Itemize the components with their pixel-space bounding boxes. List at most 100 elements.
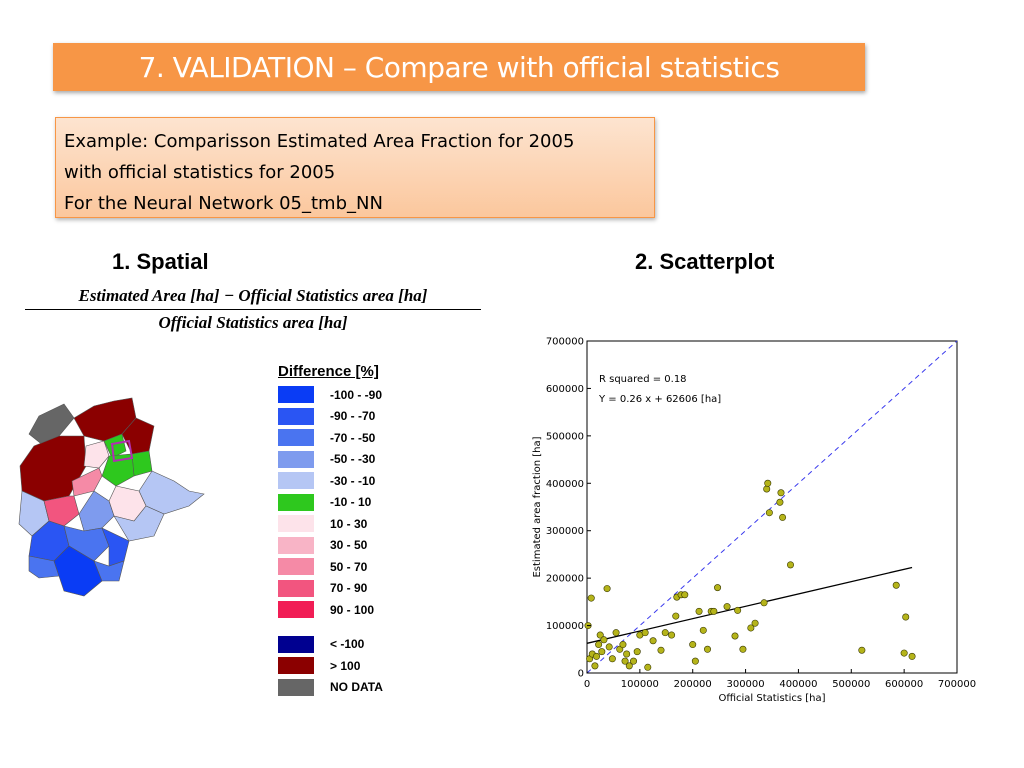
data-point <box>704 645 712 653</box>
data-point <box>908 652 916 660</box>
example-line: with official statistics for 2005 <box>64 162 336 183</box>
legend-row: -100 - -90 <box>278 384 383 406</box>
data-point <box>723 603 731 611</box>
legend-swatch <box>278 579 314 597</box>
legend-label: -70 - -50 <box>330 430 376 445</box>
x-tick-label: 400000 <box>779 679 817 690</box>
legend-label: 10 - 30 <box>330 516 368 531</box>
example-line: Example: Comparisson Estimated Area Frac… <box>64 131 575 152</box>
x-axis-label: Official Statistics [ha] <box>718 693 825 704</box>
data-point <box>779 513 787 521</box>
legend-row: -10 - 10 <box>278 492 383 514</box>
legend-title: Difference [%] <box>278 363 379 380</box>
y-tick-label: 100000 <box>546 621 584 632</box>
legend-extra-items: < -100 > 100 NO DATA <box>278 634 383 699</box>
data-point <box>902 613 910 621</box>
legend-spacer <box>278 621 383 634</box>
x-tick-label: 300000 <box>726 679 764 690</box>
formula-numerator: Estimated Area [ha] − Official Statistic… <box>25 286 481 310</box>
slide-title: 7. VALIDATION – Compare with official st… <box>138 50 780 84</box>
data-point <box>608 655 616 663</box>
data-point <box>710 607 718 615</box>
data-point <box>747 624 755 632</box>
data-point <box>739 645 747 653</box>
legend-row: 10 - 30 <box>278 513 383 535</box>
slide-title-banner: 7. VALIDATION – Compare with official st… <box>53 43 865 91</box>
legend-row: 70 - 90 <box>278 578 383 600</box>
formula-denominator: Official Statistics area [ha] <box>158 313 348 332</box>
data-point <box>689 641 697 649</box>
legend-label: NO DATA <box>330 680 383 695</box>
data-point <box>616 645 624 653</box>
data-point <box>786 561 794 569</box>
data-point <box>668 631 676 639</box>
legend-label: 70 - 90 <box>330 581 368 596</box>
legend-label: -30 - -10 <box>330 473 376 488</box>
data-point <box>699 626 707 634</box>
data-point <box>734 606 742 614</box>
legend-swatch <box>278 678 314 696</box>
data-point <box>603 585 611 593</box>
data-point <box>731 632 739 640</box>
data-point <box>892 581 900 589</box>
example-box: Example: Comparisson Estimated Area Frac… <box>55 117 655 218</box>
data-point <box>593 652 601 660</box>
scatterplot-chart: 0 100000 200000 300000 400000 500000 600000 700… <box>532 337 976 705</box>
legend-row: 30 - 50 <box>278 535 383 557</box>
legend-label: -100 - -90 <box>330 387 383 402</box>
plot-content <box>584 340 958 674</box>
map-region <box>53 545 103 597</box>
legend-row: -50 - -30 <box>278 449 383 471</box>
legend-row: 50 - 70 <box>278 556 383 578</box>
data-point <box>714 584 722 592</box>
x-tick-label: 500000 <box>832 679 870 690</box>
x-tick-label: 600000 <box>885 679 923 690</box>
legend-swatch <box>278 657 314 675</box>
map-region <box>103 433 127 459</box>
map-highlight-outline <box>110 439 134 463</box>
legend-row: NO DATA <box>278 677 383 699</box>
legend-label: -90 - -70 <box>330 409 376 424</box>
legend-swatch <box>278 536 314 554</box>
legend-row: > 100 <box>278 655 383 677</box>
legend-swatch <box>278 450 314 468</box>
legend-swatch <box>278 386 314 404</box>
regression-line <box>586 566 913 644</box>
data-point <box>641 629 649 637</box>
data-point <box>623 650 631 658</box>
legend-swatch <box>278 601 314 619</box>
legend-label: -10 - 10 <box>330 495 372 510</box>
data-point <box>630 657 638 665</box>
data-point <box>596 631 604 639</box>
data-point <box>612 629 620 637</box>
data-point <box>649 637 657 645</box>
legend-swatch <box>278 429 314 447</box>
data-point <box>644 663 652 671</box>
data-point <box>619 641 627 649</box>
data-point <box>695 607 703 615</box>
y-tick-label: 300000 <box>546 526 584 537</box>
section-heading-scatterplot: 2. Scatterplot <box>635 249 775 274</box>
data-point <box>672 612 680 620</box>
identity-line <box>586 340 958 674</box>
y-tick-label: 700000 <box>546 337 584 348</box>
example-line: For the Neural Network 05_tmb_NN <box>64 193 383 214</box>
legend-label: 30 - 50 <box>330 538 368 553</box>
data-point <box>600 636 608 644</box>
map-region <box>83 440 110 469</box>
data-point <box>591 662 599 670</box>
difference-formula: Estimated Area [ha] − Official Statistic… <box>25 286 481 333</box>
data-point <box>691 657 699 665</box>
map-legend: Difference [%] -100 - -90 -90 - -70 -70 - … <box>278 363 383 698</box>
annotation-equation: Y = 0.26 x + 62606 [ha] <box>598 394 721 405</box>
section-heading-spatial: 1. Spatial <box>112 249 209 274</box>
data-point <box>776 498 784 506</box>
data-point <box>621 657 629 665</box>
x-tick-label: 700000 <box>938 679 976 690</box>
annotation-r-squared: R squared = 0.18 <box>599 374 687 385</box>
data-point <box>764 479 772 487</box>
map-region <box>101 453 135 487</box>
legend-row: 90 - 100 <box>278 599 383 621</box>
legend-row: -90 - -70 <box>278 406 383 428</box>
map-region <box>93 560 125 582</box>
